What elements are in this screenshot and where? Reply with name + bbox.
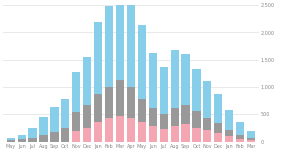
Bar xyxy=(83,128,91,142)
Bar xyxy=(192,128,201,142)
Bar xyxy=(203,130,212,142)
Bar xyxy=(18,139,26,142)
Bar xyxy=(203,118,212,130)
Bar xyxy=(149,108,157,126)
Bar xyxy=(7,138,15,141)
Bar xyxy=(149,52,157,108)
Bar xyxy=(236,135,244,139)
Bar xyxy=(94,122,102,142)
Bar xyxy=(28,128,37,138)
Bar xyxy=(83,105,91,128)
Bar xyxy=(18,135,26,139)
Bar xyxy=(181,105,190,124)
Bar xyxy=(247,131,255,138)
Bar xyxy=(83,57,91,105)
Bar xyxy=(214,94,222,123)
Bar xyxy=(94,94,102,122)
Bar xyxy=(50,132,59,142)
Bar xyxy=(203,81,212,118)
Bar xyxy=(94,22,102,94)
Bar xyxy=(127,118,135,142)
Bar xyxy=(236,122,244,135)
Bar xyxy=(138,25,146,99)
Bar xyxy=(160,129,168,142)
Bar xyxy=(247,141,255,142)
Bar xyxy=(116,80,124,116)
Bar xyxy=(149,126,157,142)
Bar xyxy=(247,138,255,141)
Bar xyxy=(50,107,59,132)
Bar xyxy=(171,108,179,126)
Bar xyxy=(105,6,113,87)
Bar xyxy=(225,130,233,136)
Bar xyxy=(138,99,146,122)
Bar xyxy=(127,0,135,87)
Bar xyxy=(116,116,124,142)
Bar xyxy=(192,111,201,128)
Bar xyxy=(214,123,222,133)
Bar xyxy=(116,0,124,80)
Bar xyxy=(181,54,190,105)
Bar xyxy=(192,69,201,111)
Bar xyxy=(72,112,80,131)
Bar xyxy=(171,50,179,108)
Bar xyxy=(236,139,244,142)
Bar xyxy=(160,67,168,114)
Bar xyxy=(225,136,233,142)
Bar xyxy=(105,87,113,118)
Bar xyxy=(127,87,135,118)
Bar xyxy=(28,138,37,142)
Bar xyxy=(138,122,146,142)
Bar xyxy=(7,141,15,142)
Bar xyxy=(160,114,168,129)
Bar xyxy=(39,135,48,142)
Bar xyxy=(214,133,222,142)
Bar xyxy=(61,128,69,142)
Bar xyxy=(72,131,80,142)
Bar xyxy=(39,117,48,135)
Bar xyxy=(61,99,69,128)
Bar xyxy=(181,124,190,142)
Bar xyxy=(72,72,80,112)
Bar xyxy=(105,118,113,142)
Bar xyxy=(171,126,179,142)
Bar xyxy=(225,110,233,130)
